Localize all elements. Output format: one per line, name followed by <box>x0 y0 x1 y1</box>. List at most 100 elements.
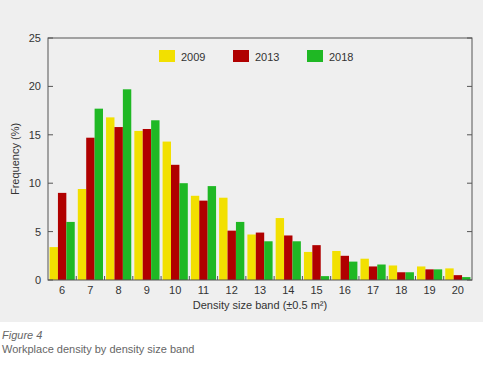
plot-area <box>48 38 472 280</box>
bar <box>434 269 442 280</box>
bars <box>50 89 471 280</box>
bar <box>143 129 151 280</box>
x-tick-label: 10 <box>169 284 181 296</box>
x-tick <box>358 276 359 280</box>
bar <box>389 265 397 280</box>
x-axis-label: Density size band (±0.5 m²) <box>193 299 327 311</box>
y-tick <box>48 134 53 135</box>
x-tick-label: 11 <box>198 284 209 296</box>
x-tick <box>387 276 388 280</box>
legend-label: 2013 <box>255 51 279 63</box>
bar <box>341 256 349 280</box>
bar <box>284 235 292 280</box>
x-tick-label: 18 <box>395 284 407 296</box>
y-tick-label: 20 <box>29 80 41 92</box>
x-tick <box>415 276 416 280</box>
y-tick-label: 15 <box>29 129 41 141</box>
y-tick-label: 0 <box>35 274 41 286</box>
x-tick <box>245 276 246 280</box>
legend-swatch <box>233 50 249 62</box>
bar <box>50 247 58 280</box>
bar <box>228 231 236 280</box>
y-axis-label: Frequency (%) <box>9 123 21 195</box>
x-tick-label: 14 <box>282 284 294 296</box>
x-tick-label: 13 <box>254 284 266 296</box>
caption-text: Workplace density by density size band <box>2 343 194 355</box>
x-tick-label: 15 <box>310 284 322 296</box>
legend-label: 2018 <box>329 51 353 63</box>
legend-swatch <box>307 50 323 62</box>
y-tick <box>48 231 53 232</box>
bar <box>78 189 86 280</box>
bar <box>151 120 159 280</box>
frame <box>48 38 472 280</box>
x-tick-label: 12 <box>226 284 238 296</box>
x-tick <box>76 276 77 280</box>
y-tick <box>48 280 53 281</box>
bar <box>425 269 433 280</box>
bar <box>114 127 122 280</box>
x-tick <box>302 276 303 280</box>
bar <box>134 131 142 280</box>
x-tick <box>132 276 133 280</box>
x-tick <box>274 276 275 280</box>
bar <box>236 222 244 280</box>
bar <box>304 252 312 280</box>
bar <box>321 276 329 280</box>
x-tick <box>161 276 162 280</box>
y-tick <box>48 183 53 184</box>
y-tick <box>467 38 472 39</box>
bar <box>86 138 94 280</box>
bar <box>276 218 284 280</box>
x-tick <box>443 276 444 280</box>
legend-swatch <box>159 50 175 62</box>
caption-label: Figure 4 <box>2 329 42 341</box>
bar <box>292 241 300 280</box>
bar <box>171 165 179 280</box>
x-tick-label: 9 <box>144 284 150 296</box>
bar <box>247 235 255 280</box>
x-tick <box>189 276 190 280</box>
y-tick-label: 25 <box>29 32 41 44</box>
legend-label: 2009 <box>181 51 205 63</box>
bar <box>199 201 207 280</box>
bar <box>179 183 187 280</box>
bar <box>219 198 227 280</box>
bar <box>256 233 264 280</box>
x-tick <box>330 276 331 280</box>
bar <box>377 265 385 280</box>
bar <box>406 272 414 280</box>
bar <box>445 268 453 280</box>
bar <box>106 117 114 280</box>
bar <box>208 186 216 280</box>
bar <box>95 109 103 280</box>
x-tick <box>104 276 105 280</box>
bar <box>349 262 357 280</box>
bar <box>163 142 171 280</box>
bar <box>264 241 272 280</box>
bar <box>123 89 131 280</box>
bar <box>360 259 368 280</box>
bar <box>369 266 377 280</box>
bar <box>312 245 320 280</box>
bar <box>58 193 66 280</box>
bar <box>66 222 74 280</box>
y-tick <box>467 134 472 135</box>
chart: 051015202567891011121314151617181920Dens… <box>0 0 483 371</box>
bar <box>397 272 405 280</box>
y-tick <box>48 38 53 39</box>
x-tick-label: 6 <box>59 284 65 296</box>
x-tick-label: 7 <box>87 284 93 296</box>
y-tick-label: 5 <box>35 226 41 238</box>
x-tick-label: 16 <box>339 284 351 296</box>
y-tick <box>467 231 472 232</box>
y-tick <box>467 86 472 87</box>
x-tick-label: 20 <box>452 284 464 296</box>
y-tick-label: 10 <box>29 177 41 189</box>
x-tick-label: 8 <box>116 284 122 296</box>
bar <box>417 266 425 280</box>
x-tick-label: 17 <box>367 284 379 296</box>
x-tick <box>217 276 218 280</box>
y-tick <box>467 280 472 281</box>
bar <box>191 196 199 280</box>
